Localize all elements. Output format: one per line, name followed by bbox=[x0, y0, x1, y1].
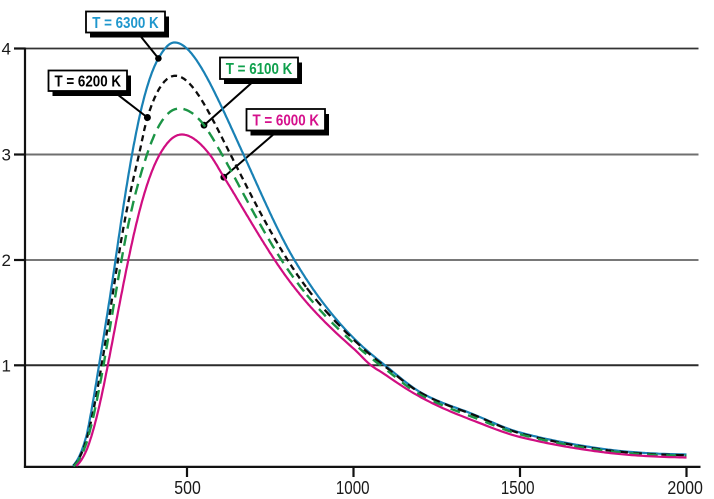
svg-text:1: 1 bbox=[2, 356, 11, 375]
svg-text:500: 500 bbox=[174, 478, 201, 498]
svg-text:T = 6100 K: T = 6100 K bbox=[226, 61, 293, 78]
svg-text:4: 4 bbox=[2, 40, 11, 59]
svg-text:T = 6200 K: T = 6200 K bbox=[55, 74, 122, 91]
svg-text:T = 6300 K: T = 6300 K bbox=[92, 15, 159, 32]
svg-text:2: 2 bbox=[2, 251, 11, 270]
svg-text:3: 3 bbox=[2, 146, 11, 165]
svg-text:2000: 2000 bbox=[667, 478, 703, 498]
svg-text:T = 6000 K: T = 6000 K bbox=[253, 113, 320, 130]
svg-text:1000: 1000 bbox=[336, 478, 370, 498]
svg-text:1500: 1500 bbox=[501, 478, 535, 498]
